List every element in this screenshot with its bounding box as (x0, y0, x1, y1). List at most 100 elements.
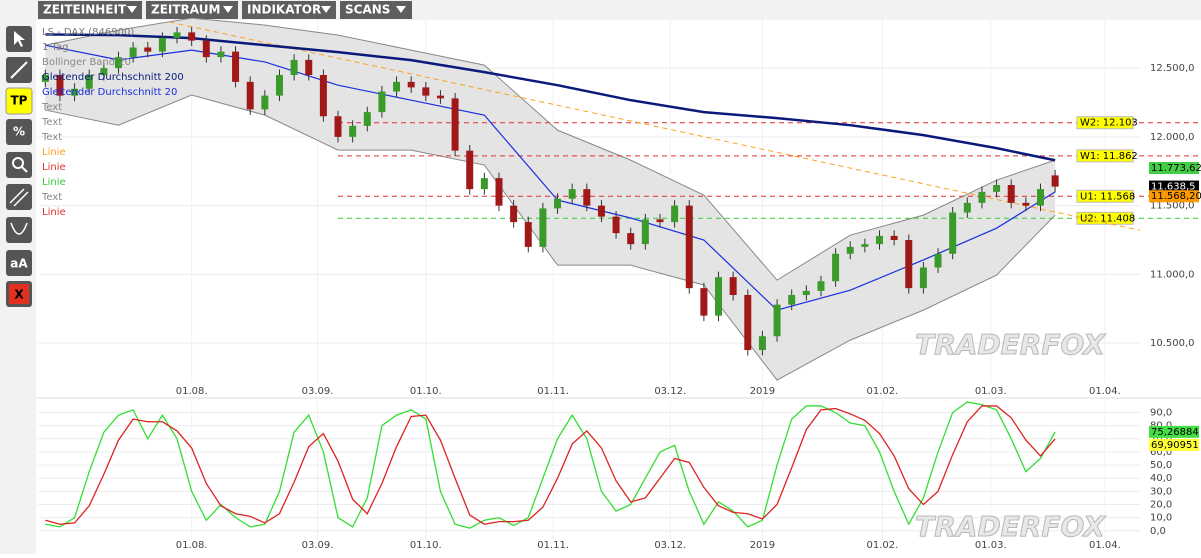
tool-button[interactable] (6, 250, 32, 276)
annotation-entry: Text (41, 102, 62, 113)
moving-average (45, 33, 1056, 162)
candle-body (978, 191, 986, 203)
price-tag (1149, 190, 1199, 203)
candle-body (700, 288, 708, 316)
candle-body (436, 95, 444, 99)
candle-body (85, 75, 93, 89)
channel-icon (13, 191, 29, 207)
tool-button[interactable] (6, 152, 32, 178)
level-box (1076, 116, 1134, 130)
zoom-icon (12, 157, 24, 169)
candle-body (641, 219, 649, 245)
candle-body (1022, 202, 1030, 206)
x-tick-label: 03.12. (654, 540, 686, 551)
y-tick-label: 90,0 (1150, 408, 1172, 419)
tab[interactable] (242, 1, 336, 19)
x-tick-label: 01.08. (176, 540, 208, 551)
tab-label[interactable]: INDIKATOR (247, 3, 321, 17)
x-tick-label: 01.10. (410, 540, 442, 551)
candle-body (583, 189, 591, 206)
candle-body (144, 47, 152, 52)
x-tick-label: 2019 (750, 386, 775, 397)
x-tick-label: 2019 (750, 540, 775, 551)
annotation-entry: Text (41, 132, 62, 143)
tab[interactable] (146, 1, 238, 19)
tool-label[interactable]: X (14, 288, 24, 302)
candle-body (861, 244, 869, 247)
x-tick-label: 03.12. (654, 386, 686, 397)
zoom-icon (21, 166, 28, 173)
x-tick-label: 01.02. (867, 540, 899, 551)
price-tag-label: 11.773,62 (1151, 163, 1201, 174)
tab[interactable] (38, 1, 142, 19)
tab-label[interactable]: ZEITEINHEIT (43, 3, 127, 17)
legend-entry: Gleitender Durchschnitt 200 (42, 72, 184, 83)
tab-arrow (127, 6, 137, 13)
tool-label[interactable]: aA (10, 257, 28, 271)
level-label: U1: 11.568 (1080, 191, 1135, 202)
level-box (1076, 211, 1134, 225)
candle-body (612, 216, 620, 234)
trendline (169, 21, 1141, 231)
price-tag-label: 11.568,20 (1151, 191, 1201, 202)
channel-icon (9, 188, 25, 204)
candle-body (729, 277, 737, 295)
x-tick-label: 01.08. (176, 386, 208, 397)
candle-body (671, 205, 679, 223)
x-tick-label: 01.10. (410, 386, 442, 397)
legend-entry: Gleitender Durchschnitt 20 (42, 87, 177, 98)
tab-label[interactable]: SCANS (345, 3, 390, 17)
legend-title: LS - DAX (846900) (42, 27, 134, 38)
candle-body (788, 295, 796, 305)
curve-icon (10, 222, 28, 235)
candle-body (568, 189, 576, 199)
candle-body (114, 57, 122, 69)
tool-button[interactable] (6, 119, 32, 145)
candle-body (466, 150, 474, 190)
candle-body (802, 290, 810, 295)
candle-body (627, 233, 635, 245)
price-tag (1149, 180, 1199, 193)
tab[interactable] (340, 1, 412, 19)
x-tick-label: 01.11. (537, 386, 569, 397)
tool-label[interactable]: % (13, 125, 25, 139)
tool-label[interactable]: TP (11, 94, 28, 108)
cursor-icon (14, 31, 25, 47)
candle-body (890, 235, 898, 240)
x-tick-label: 01.02. (867, 386, 899, 397)
candle-body (597, 205, 605, 217)
y-tick-label: 40,0 (1150, 473, 1172, 484)
bollinger-fill (45, 18, 1056, 381)
candle-body (510, 205, 518, 223)
tool-button[interactable] (5, 87, 33, 115)
candle-body (715, 277, 723, 316)
oscillator-line (45, 405, 1056, 525)
tool-button[interactable] (6, 184, 32, 210)
y-tick-label: 30,0 (1150, 486, 1172, 497)
candle-body (480, 178, 488, 190)
candle-body (1036, 189, 1044, 206)
tab-arrow (396, 6, 406, 13)
x-tick-label: 03.09. (302, 386, 334, 397)
tab-label[interactable]: ZEITRAUM (151, 3, 220, 17)
candle-body (422, 87, 430, 96)
y-tick-label: 12.000,0 (1150, 132, 1195, 143)
candle-body (334, 116, 342, 137)
candle-body (319, 75, 327, 117)
candle-body (832, 253, 840, 282)
candle-body (1051, 175, 1059, 187)
candle-body (407, 81, 415, 88)
y-tick-label: 10,0 (1150, 513, 1172, 524)
candle-body (685, 205, 693, 289)
candle-body (290, 59, 298, 75)
tool-button[interactable] (6, 217, 32, 243)
level-label: W2: 12.103 (1080, 118, 1138, 129)
y-tick-label: 60,0 (1150, 447, 1172, 458)
tab-arrow (321, 6, 331, 13)
candle-body (217, 51, 225, 58)
candle-body (963, 202, 971, 213)
candle-body (56, 75, 64, 96)
legend-entry: Bollinger Band 20 (42, 57, 131, 68)
candle-body (232, 51, 240, 82)
